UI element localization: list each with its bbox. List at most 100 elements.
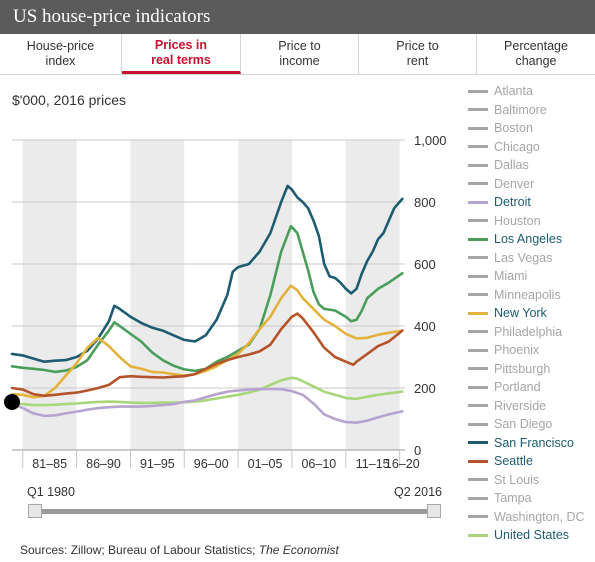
legend-swatch: [468, 459, 488, 463]
series-line: [10, 376, 404, 407]
legend-label: Atlanta: [494, 84, 533, 98]
legend-item[interactable]: Portland: [468, 378, 541, 396]
y-tick-label: 200: [414, 381, 436, 396]
legend-swatch: [468, 237, 488, 241]
x-tick-label: 86–90: [86, 457, 121, 471]
period-band: [22, 140, 77, 450]
legend-label: Philadelphia: [494, 324, 563, 339]
legend-swatch: [468, 200, 488, 204]
legend-label: Chicago: [494, 139, 540, 154]
legend-item[interactable]: Minneapolis: [468, 286, 561, 304]
x-tick-label: 06–10: [301, 457, 336, 471]
time-slider-track[interactable]: [35, 509, 435, 514]
legend-item[interactable]: Tampa: [468, 489, 532, 507]
legend-swatch: [468, 422, 488, 426]
legend-label: Houston: [494, 213, 541, 228]
tab-price-to-rent[interactable]: Price to rent: [359, 34, 477, 74]
legend-item[interactable]: Detroit: [468, 193, 531, 211]
legend-swatch: [468, 219, 488, 222]
legend-swatch: [468, 182, 488, 185]
legend-swatch: [468, 293, 488, 296]
legend-swatch: [468, 496, 488, 500]
y-tick-label: 0: [414, 443, 421, 458]
period-band: [130, 140, 185, 450]
legend-item[interactable]: Phoenix: [468, 341, 539, 359]
legend-label: Boston: [494, 121, 533, 135]
legend-item[interactable]: Houston: [468, 212, 541, 230]
legend-item[interactable]: Riverside: [468, 397, 546, 415]
legend-item[interactable]: Denver: [468, 175, 534, 193]
series-line: [10, 284, 404, 399]
legend-item[interactable]: Las Vegas: [468, 249, 552, 267]
legend-label: San Diego: [494, 417, 553, 431]
legend-label: Phoenix: [494, 343, 540, 357]
legend-swatch: [468, 256, 488, 259]
tab-percentage-change[interactable]: Percentage change: [504, 39, 568, 68]
legend-swatch: [468, 108, 488, 111]
legend-item[interactable]: Seattle: [468, 452, 533, 470]
legend-item[interactable]: St Louis: [468, 471, 539, 489]
time-slider-labels: Q1 1980 Q2 2016: [27, 485, 442, 501]
slider-start-label: Q1 1980: [27, 485, 75, 499]
tab-bar: House-price index Prices in real terms P…: [0, 34, 595, 75]
y-tick-label: 600: [414, 257, 436, 272]
legend-label: San Francisco: [494, 435, 574, 450]
legend-label: Miami: [494, 269, 528, 283]
legend-label: New York: [494, 306, 547, 320]
legend-swatch: [468, 311, 488, 315]
legend-swatch: [468, 145, 488, 148]
legend-swatch: [468, 367, 488, 370]
legend-item[interactable]: Atlanta: [468, 82, 533, 100]
legend-label: Las Vegas: [494, 250, 553, 265]
title-bar: US house-price indicators: [0, 0, 595, 34]
slider-end-handle[interactable]: [427, 504, 441, 518]
legend-item[interactable]: Washington, DC: [468, 508, 585, 526]
legend-label: St Louis: [494, 472, 540, 487]
legend-item[interactable]: United States: [468, 526, 569, 544]
legend-swatch: [468, 89, 488, 93]
legend-swatch: [468, 533, 488, 537]
legend-item[interactable]: Los Angeles: [468, 230, 562, 248]
legend-swatch: [468, 515, 488, 518]
x-tick-label: 01–05: [248, 457, 283, 471]
legend-label: Los Angeles: [494, 232, 563, 246]
tab-house-price-index[interactable]: House-price index: [0, 34, 122, 74]
legend-swatch: [468, 404, 488, 407]
legend-swatch: [468, 385, 488, 389]
y-tick-label: 800: [414, 195, 436, 210]
legend-label: Pittsburgh: [494, 361, 551, 376]
legend-label: Denver: [494, 176, 535, 191]
legend-label: Tampa: [494, 491, 532, 505]
y-tick-label: 1,000: [414, 133, 447, 148]
legend-item[interactable]: San Diego: [468, 415, 552, 433]
legend-label: United States: [494, 528, 570, 542]
legend-item[interactable]: New York: [468, 304, 547, 322]
x-tick-label: 11–15: [356, 457, 390, 471]
legend-label: Minneapolis: [494, 287, 561, 302]
legend-swatch: [468, 330, 488, 333]
slider-start-handle[interactable]: [28, 504, 42, 518]
sources-publication: The Economist: [258, 543, 339, 557]
y-tick-label: 400: [414, 319, 436, 334]
x-tick-label: 91–95: [140, 457, 175, 471]
legend-label: Dallas: [494, 158, 529, 172]
x-tick-label: 96–00: [194, 457, 229, 471]
series-line: [10, 312, 404, 398]
legend-item[interactable]: Miami: [468, 267, 527, 285]
legend-swatch: [468, 348, 488, 352]
legend-item[interactable]: Baltimore: [468, 101, 547, 119]
legend-label: Seattle: [494, 454, 533, 468]
legend-item[interactable]: Dallas: [468, 156, 529, 174]
legend-item[interactable]: Chicago: [468, 138, 540, 156]
legend-item[interactable]: Boston: [468, 119, 533, 137]
legend-item[interactable]: Philadelphia: [468, 323, 562, 341]
tab-prices-in-real-terms[interactable]: Prices in real terms: [122, 34, 241, 74]
legend-label: Baltimore: [494, 102, 547, 117]
legend-swatch: [468, 441, 488, 444]
tab-price-to-income[interactable]: Price to income: [241, 34, 359, 74]
units-label: $'000, 2016 prices: [12, 92, 126, 108]
legend-label: Washington, DC: [494, 509, 585, 524]
series-line: [10, 184, 404, 363]
legend-item[interactable]: San Francisco: [468, 434, 574, 452]
legend-item[interactable]: Pittsburgh: [468, 360, 550, 378]
